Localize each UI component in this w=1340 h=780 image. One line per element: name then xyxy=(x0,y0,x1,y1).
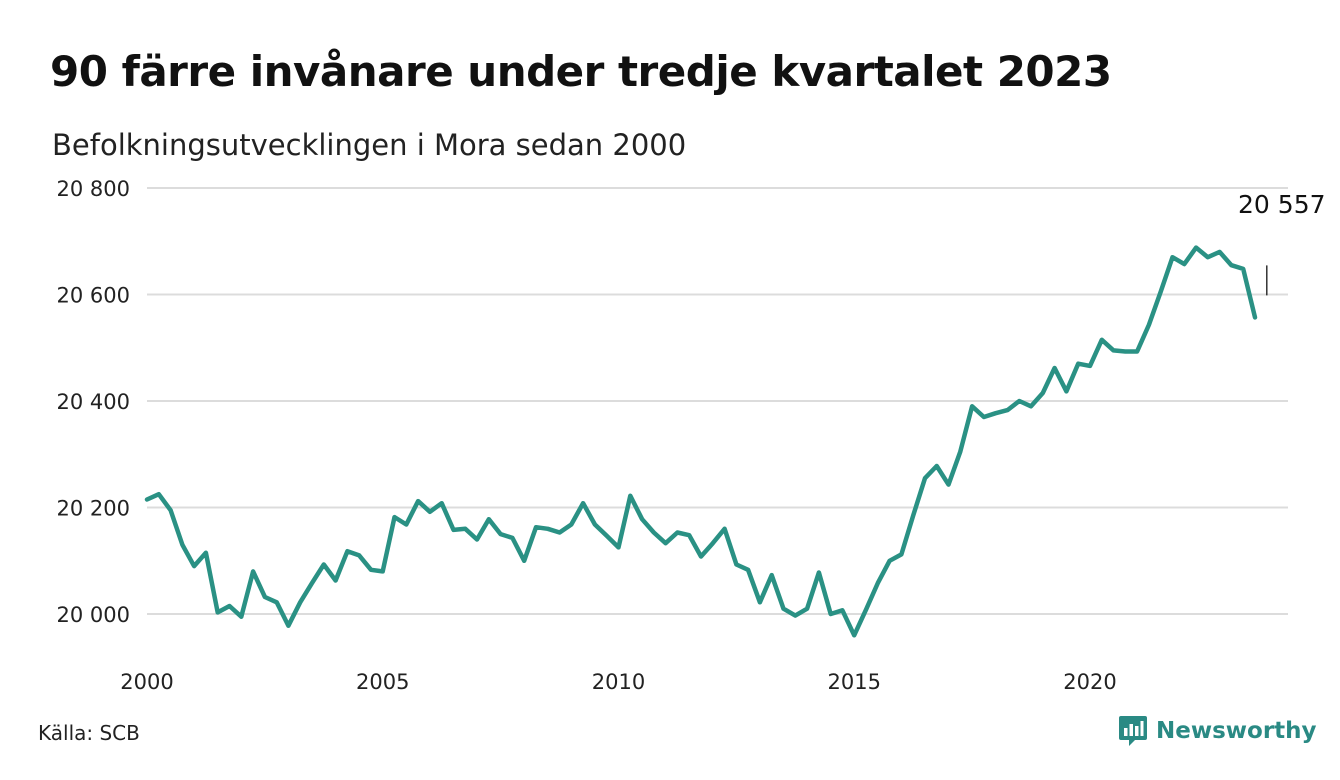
population-series xyxy=(144,245,1258,638)
y-tick-label: 20 400 xyxy=(57,390,130,414)
source-label: Källa: SCB xyxy=(38,721,140,745)
x-tick-label: 2015 xyxy=(828,670,881,694)
chart-subtitle: Befolkningsutvecklingen i Mora sedan 200… xyxy=(52,128,687,162)
x-tick-label: 2000 xyxy=(120,670,173,694)
chart-title: 90 färre invånare under tredje kvartalet… xyxy=(50,47,1112,96)
y-tick-label: 20 600 xyxy=(57,284,130,308)
annotation-label: 20 557 xyxy=(1238,190,1325,219)
series-line xyxy=(144,245,1258,638)
logo-text: Newsworthy xyxy=(1156,718,1317,744)
last-value-annotation: 20 557 xyxy=(1238,190,1326,296)
x-tick-label: 2005 xyxy=(356,670,409,694)
y-tick-label: 20 200 xyxy=(57,497,130,521)
x-axis-tick-labels: 2000 2005 2010 2015 2020 xyxy=(120,670,1116,694)
y-gridlines xyxy=(147,187,1288,615)
y-tick-label: 20 000 xyxy=(57,603,130,627)
newsworthy-logo: Newsworthy xyxy=(1118,713,1317,749)
y-axis-tick-labels: 20 000 20 200 20 400 20 600 20 800 xyxy=(57,177,130,627)
y-tick-label: 20 800 xyxy=(57,177,130,201)
x-tick-label: 2010 xyxy=(592,670,645,694)
x-tick-label: 2020 xyxy=(1063,670,1116,694)
newsworthy-chart-bubble-icon xyxy=(1119,716,1147,746)
